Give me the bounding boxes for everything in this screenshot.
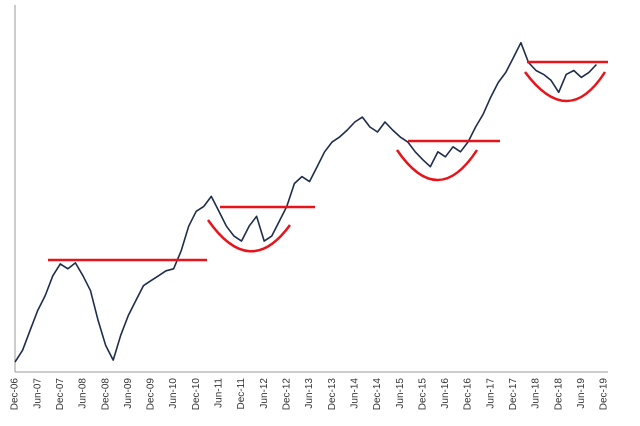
x-tick-label: Dec-12 (281, 378, 292, 411)
x-tick-label: Jun-13 (304, 378, 315, 409)
x-tick-label: Jun-08 (78, 378, 89, 409)
x-tick-label: Jun-18 (531, 378, 542, 409)
annotations (48, 60, 608, 262)
x-tick-label: Jun-09 (123, 378, 134, 409)
x-tick-label: Dec-10 (191, 378, 202, 411)
x-tick-label: Jun-19 (576, 378, 587, 409)
x-tick-label: Jun-16 (440, 378, 451, 409)
cup-curve (395, 149, 479, 182)
plot (14, 41, 597, 363)
x-tick-label: Dec-06 (10, 378, 21, 411)
price-line (14, 41, 597, 363)
x-tick-label: Dec-09 (146, 378, 157, 411)
x-tick-label: Dec-14 (372, 378, 383, 411)
x-tick-label: Dec-11 (236, 378, 247, 410)
x-tick-label: Jun-07 (32, 378, 43, 409)
cup-curve (206, 219, 292, 253)
x-tick-label: Dec-19 (599, 378, 610, 411)
x-tick-label: Jun-12 (259, 378, 270, 409)
x-tick-label: Dec-13 (327, 378, 338, 411)
x-tick-label: Dec-08 (100, 378, 111, 411)
x-tick-label: Jun-11 (214, 378, 225, 408)
x-tick-label: Dec-15 (417, 378, 428, 411)
x-tick-label: Jun-15 (395, 378, 406, 409)
cup-curve (523, 71, 607, 103)
x-tick-label: Jun-17 (485, 378, 496, 409)
x-tick-label: Dec-16 (463, 378, 474, 411)
x-tick-label: Dec-17 (508, 378, 519, 411)
x-tick-label: Jun-14 (349, 378, 360, 409)
x-tick-label: Dec-18 (553, 378, 564, 411)
x-tick-label: Dec-07 (55, 378, 66, 411)
x-tick-label: Jun-10 (168, 378, 179, 409)
